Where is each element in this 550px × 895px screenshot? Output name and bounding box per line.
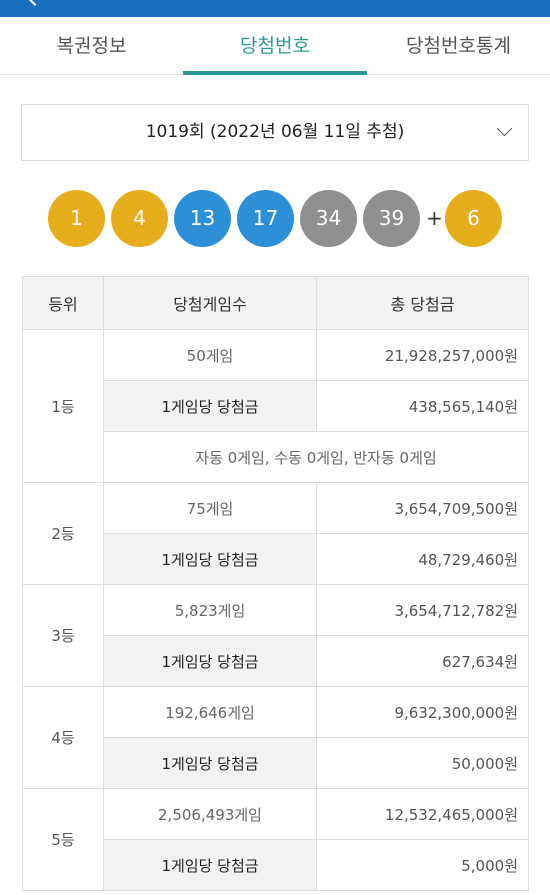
table-header-row: 등위 당첨게임수 총 당첨금 <box>22 276 529 330</box>
rank-cell: 4등 <box>22 686 104 789</box>
table-row: 4등 192,646게임 9,632,300,000원 <box>22 686 529 789</box>
tab-lottery-info[interactable]: 복권정보 <box>56 35 127 57</box>
tab-winning-statistics[interactable]: 당첨번호통계 <box>406 35 511 57</box>
per-game-label: 1게임당 당첨금 <box>103 380 317 432</box>
draw-select-value: 1019회 (2022년 06월 11일 추첨) <box>145 122 405 142</box>
winning-ball-4: 17 <box>237 190 294 247</box>
winning-games-cell: 50게임 <box>103 329 317 381</box>
table-row: 5등 2,506,493게임 12,532,465,000원 <box>22 788 529 891</box>
draw-select[interactable]: 1019회 (2022년 06월 11일 추첨) <box>21 104 529 161</box>
table-row: 1게임당 당첨금 438,565,140원 <box>23 380 529 432</box>
winning-games-cell: 5,823게임 <box>103 584 317 636</box>
bonus-ball: 6 <box>445 190 502 247</box>
table-row: 1등 50게임 21,928,257,000원 <box>22 329 529 483</box>
per-game-prize-cell: 50,000원 <box>316 737 529 789</box>
table-row: 1게임당 당첨금 50,000원 <box>23 737 529 789</box>
top-app-bar <box>0 0 550 17</box>
winning-games-cell: 75게임 <box>103 482 317 534</box>
winning-ball-5: 34 <box>300 190 357 247</box>
header-winning-games: 당첨게임수 <box>103 276 317 330</box>
winning-ball-2: 4 <box>111 190 168 247</box>
winning-ball-3: 13 <box>174 190 231 247</box>
table-row: 1게임당 당첨금 5,000원 <box>23 839 529 891</box>
table-row: 3등 5,823게임 3,654,712,782원 <box>22 584 529 687</box>
table-row: 1게임당 당첨금 627,634원 <box>23 635 529 687</box>
tab-bar: 복권정보 당첨번호 당첨번호통계 <box>0 17 550 75</box>
prize-table: 등위 당첨게임수 총 당첨금 1등 50게임 21,928,257,000원 1… <box>22 276 529 891</box>
tab-winning-numbers[interactable]: 당첨번호 <box>183 17 367 75</box>
rank-cell: 1등 <box>22 329 104 483</box>
winning-ball-6: 39 <box>363 190 420 247</box>
per-game-prize-cell: 438,565,140원 <box>316 380 529 432</box>
auto-manual-note: 자동 0게임, 수동 0게임, 반자동 0게임 <box>103 431 529 483</box>
total-prize-cell: 9,632,300,000원 <box>316 686 529 738</box>
bonus-plus-sign: + <box>426 206 443 230</box>
total-prize-cell: 12,532,465,000원 <box>316 788 529 840</box>
rank-cell: 5등 <box>22 788 104 891</box>
table-row: 1게임당 당첨금 48,729,460원 <box>23 533 529 585</box>
per-game-prize-cell: 5,000원 <box>316 839 529 891</box>
per-game-label: 1게임당 당첨금 <box>103 635 317 687</box>
table-row: 자동 0게임, 수동 0게임, 반자동 0게임 <box>23 431 529 483</box>
winning-games-cell: 192,646게임 <box>103 686 317 738</box>
back-arrow-icon[interactable] <box>27 0 43 7</box>
per-game-label: 1게임당 당첨금 <box>103 533 317 585</box>
total-prize-cell: 3,654,709,500원 <box>316 482 529 534</box>
per-game-prize-cell: 627,634원 <box>316 635 529 687</box>
header-total-prize: 총 당첨금 <box>316 276 529 330</box>
rank-cell: 2등 <box>22 482 104 585</box>
total-prize-cell: 3,654,712,782원 <box>316 584 529 636</box>
per-game-prize-cell: 48,729,460원 <box>316 533 529 585</box>
rank-cell: 3등 <box>22 584 104 687</box>
total-prize-cell: 21,928,257,000원 <box>316 329 529 381</box>
table-row: 2등 75게임 3,654,709,500원 <box>22 482 529 585</box>
per-game-label: 1게임당 당첨금 <box>103 737 317 789</box>
header-rank: 등위 <box>22 276 104 330</box>
per-game-label: 1게임당 당첨금 <box>103 839 317 891</box>
winning-ball-1: 1 <box>48 190 105 247</box>
winning-games-cell: 2,506,493게임 <box>103 788 317 840</box>
